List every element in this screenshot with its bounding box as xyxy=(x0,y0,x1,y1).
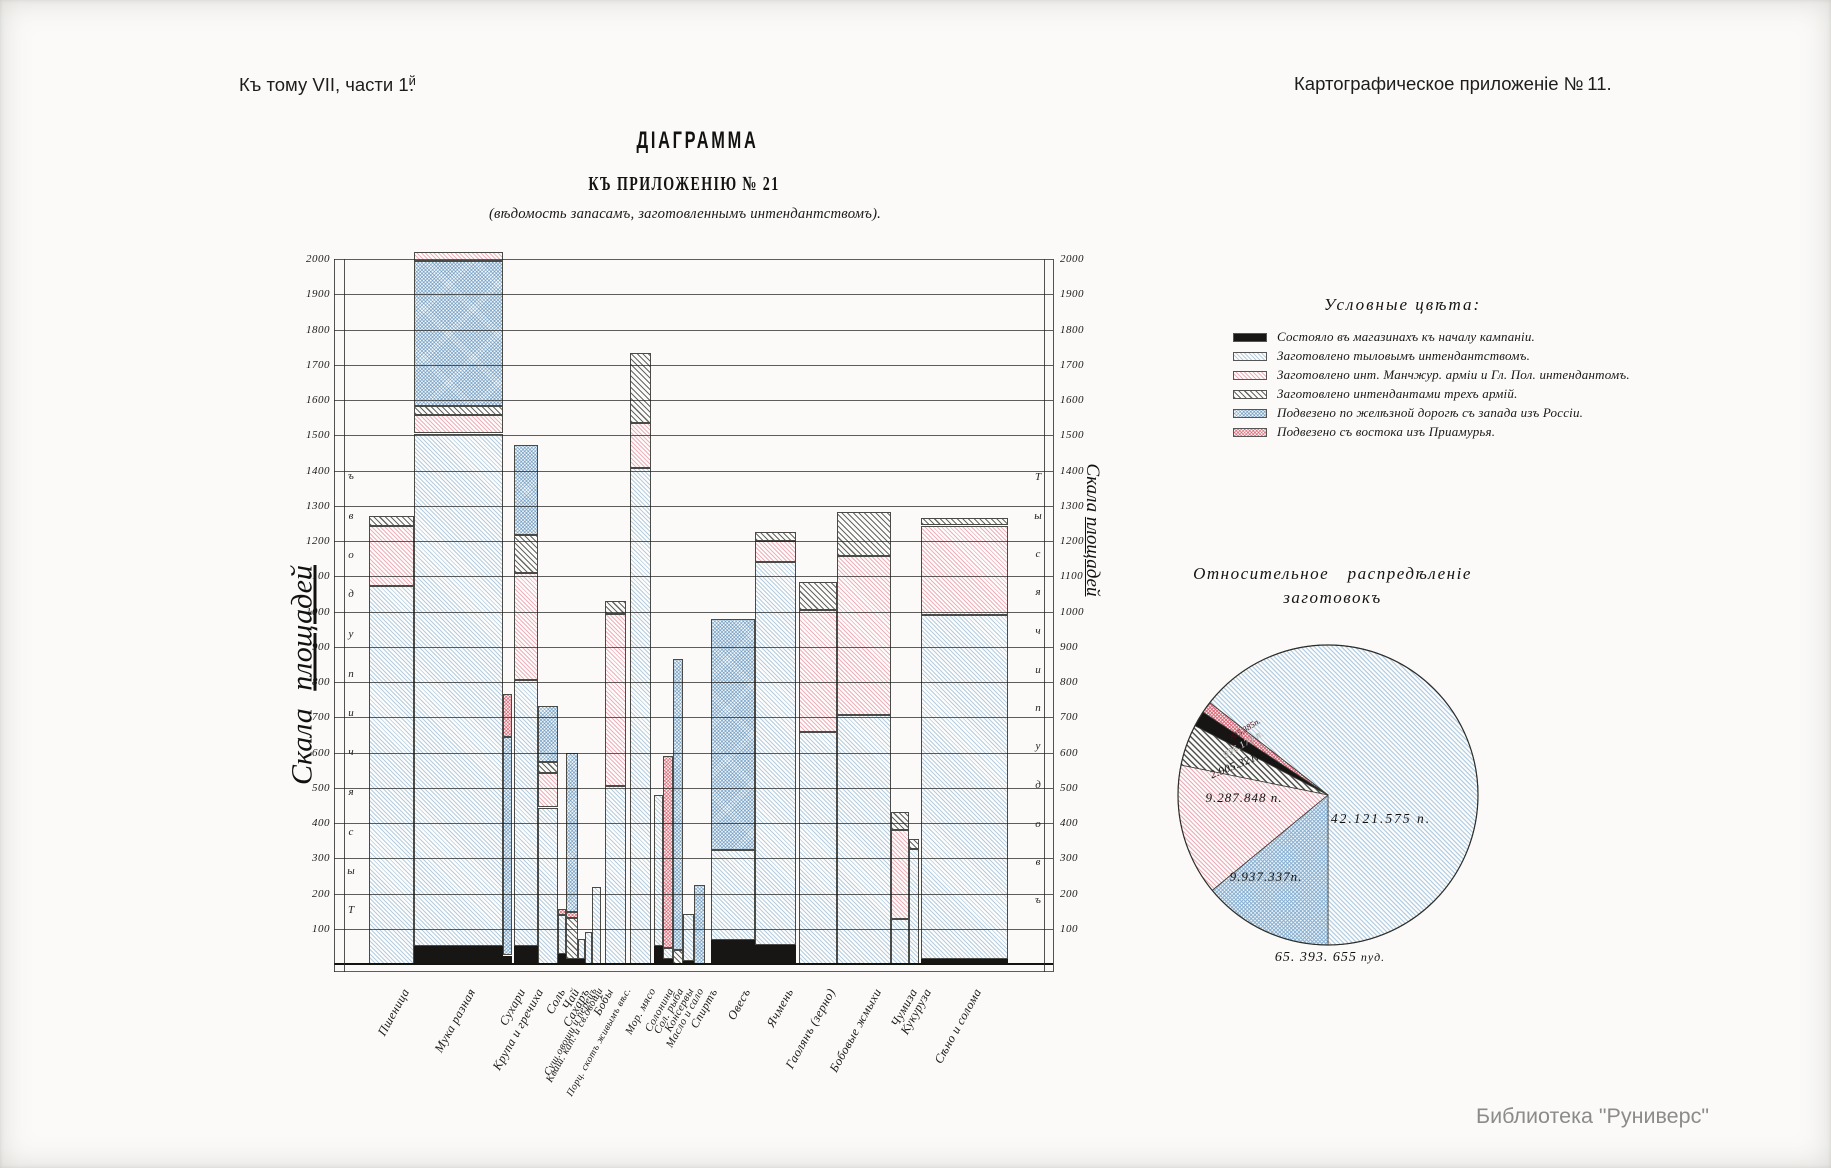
svg-text:65. 393. 655 пуд.: 65. 393. 655 пуд. xyxy=(1275,950,1385,965)
svg-text:42.121.575 п.: 42.121.575 п. xyxy=(1331,811,1431,826)
svg-text:9.287.848 п.: 9.287.848 п. xyxy=(1206,790,1283,805)
svg-text:9.937.337п.: 9.937.337п. xyxy=(1230,869,1303,884)
